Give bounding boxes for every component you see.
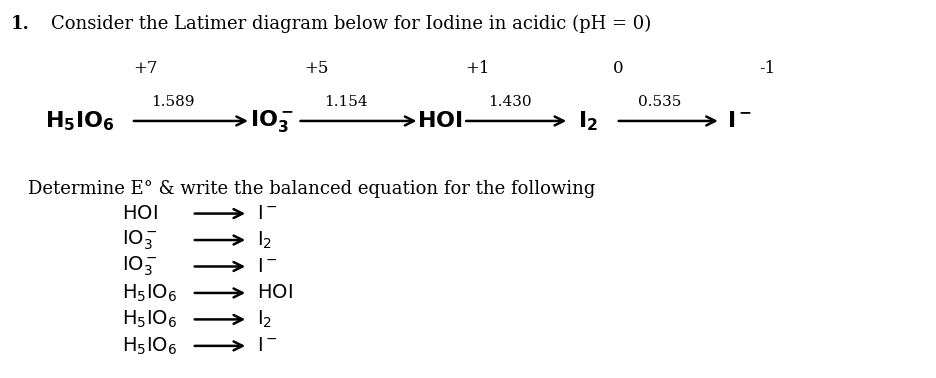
Text: $\mathregular{HOI}$: $\mathregular{HOI}$ — [122, 204, 157, 223]
Text: $\bf{H_5IO_6}$: $\bf{H_5IO_6}$ — [45, 109, 114, 133]
Text: $\mathregular{I^-}$: $\mathregular{I^-}$ — [257, 257, 278, 276]
Text: +7: +7 — [133, 60, 157, 76]
Text: 1.: 1. — [11, 15, 30, 33]
Text: $\mathregular{H_5IO_6}$: $\mathregular{H_5IO_6}$ — [122, 309, 177, 330]
Text: $\mathregular{IO_3^-}$: $\mathregular{IO_3^-}$ — [122, 255, 157, 278]
Text: Consider the Latimer diagram below for Iodine in acidic (pH = 0): Consider the Latimer diagram below for I… — [51, 15, 651, 33]
Text: Determine E° & write the balanced equation for the following: Determine E° & write the balanced equati… — [28, 180, 595, 198]
Text: $\bf{IO_3^-}$: $\bf{IO_3^-}$ — [250, 108, 293, 134]
Text: $\mathregular{H_5IO_6}$: $\mathregular{H_5IO_6}$ — [122, 335, 177, 356]
Text: $\mathregular{H_5IO_6}$: $\mathregular{H_5IO_6}$ — [122, 282, 177, 304]
Text: $\bf{I^-}$: $\bf{I^-}$ — [727, 111, 752, 131]
Text: 0: 0 — [612, 60, 623, 76]
Text: +1: +1 — [465, 60, 490, 76]
Text: $\bf{I_2}$: $\bf{I_2}$ — [578, 109, 598, 133]
Text: $\mathregular{I_2}$: $\mathregular{I_2}$ — [257, 229, 272, 251]
Text: $\mathregular{I_2}$: $\mathregular{I_2}$ — [257, 309, 272, 330]
Text: -1: -1 — [759, 60, 776, 76]
Text: $\mathregular{IO_3^-}$: $\mathregular{IO_3^-}$ — [122, 228, 157, 252]
Text: +5: +5 — [304, 60, 329, 76]
Text: $\mathregular{I^-}$: $\mathregular{I^-}$ — [257, 336, 278, 355]
Text: $\mathregular{HOI}$: $\mathregular{HOI}$ — [257, 284, 293, 302]
Text: $\mathregular{I^-}$: $\mathregular{I^-}$ — [257, 204, 278, 223]
Text: 0.535: 0.535 — [638, 95, 681, 109]
Text: 1.154: 1.154 — [325, 95, 368, 109]
Text: $\bf{HOI}$: $\bf{HOI}$ — [417, 111, 462, 131]
Text: 1.589: 1.589 — [152, 95, 195, 109]
Text: 1.430: 1.430 — [489, 95, 532, 109]
